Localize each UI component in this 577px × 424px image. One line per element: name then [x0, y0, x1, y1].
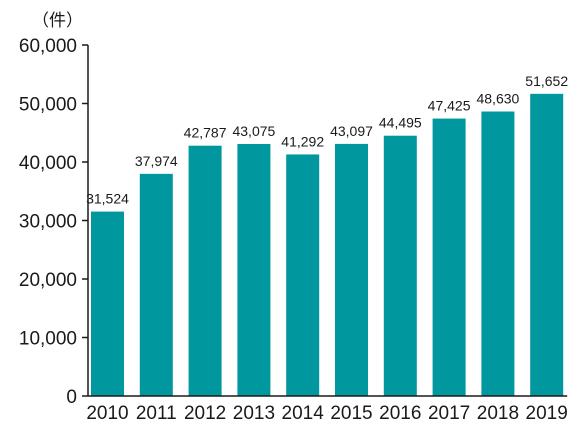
- x-tick-label: 2013: [233, 403, 275, 424]
- y-tick-label: 30,000: [19, 212, 77, 233]
- data-label-2014: 41,292: [281, 133, 324, 149]
- data-label-2015: 43,097: [330, 123, 373, 139]
- x-tick-label: 2012: [184, 403, 226, 424]
- bar-2018: [481, 111, 515, 397]
- y-tick-label: 20,000: [19, 270, 77, 291]
- y-unit-label: （件）: [32, 11, 83, 31]
- data-label-2010: 31,524: [86, 191, 129, 207]
- bar-2014: [286, 154, 320, 396]
- bar-2011: [139, 173, 173, 396]
- x-tick-label: 2015: [330, 403, 372, 424]
- bar-2012: [188, 145, 222, 396]
- x-tick-label: 2017: [428, 403, 470, 424]
- bar-2010: [91, 211, 124, 396]
- y-tick-label: 40,000: [19, 153, 77, 174]
- x-axis: 2010 2011 2012 2013 2014 2015 2016 2017 2018 2019: [86, 395, 568, 424]
- y-tick-label: 60,000: [19, 36, 77, 57]
- data-label-2018: 48,630: [476, 91, 519, 107]
- x-tick-label: 2016: [379, 403, 421, 424]
- data-label-2011: 37,974: [135, 153, 178, 169]
- data-label-2016: 44,495: [379, 115, 422, 131]
- data-label-2013: 43,075: [232, 123, 275, 139]
- bar-2016: [383, 135, 417, 396]
- data-label-2017: 47,425: [428, 98, 471, 114]
- data-label-2012: 42,787: [184, 125, 227, 141]
- y-tick-label: 50,000: [19, 95, 77, 116]
- bar-2017: [432, 118, 466, 396]
- bar-2015: [335, 143, 368, 396]
- y-tick-label: 0: [66, 387, 77, 408]
- x-tick-label: 2010: [86, 403, 128, 424]
- x-tick-label: 2011: [136, 403, 177, 424]
- bars: [91, 93, 564, 397]
- x-tick-label: 2019: [526, 403, 568, 424]
- bar-2019: [530, 93, 564, 396]
- y-tick-label: 10,000: [19, 329, 77, 350]
- data-labels: 31,524 37,974 42,787 43,075 41,292 43,097 44,4…: [86, 73, 568, 207]
- x-tick-label: 2014: [282, 403, 325, 424]
- data-label-2019: 51,652: [525, 73, 568, 89]
- bar-2013: [237, 144, 271, 396]
- x-tick-label: 2018: [477, 403, 519, 424]
- y-axis: 0 10,000 20,000 30,000 40,000 50,000 60,000: [19, 36, 89, 408]
